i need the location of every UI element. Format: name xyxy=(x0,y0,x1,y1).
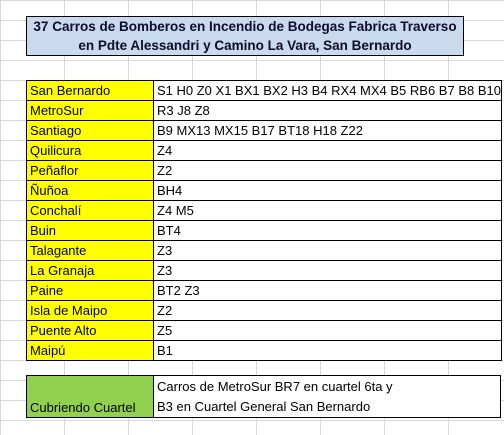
table-row: La Granaja Z3 xyxy=(26,260,502,281)
table-row: Cubriendo Cuartel Carros de MetroSur BR7… xyxy=(26,375,501,418)
table-row: Buin BT4 xyxy=(26,220,502,241)
commune-cell[interactable]: Talagante xyxy=(26,240,154,261)
coverage-text-cell[interactable]: Carros de MetroSur BR7 en cuartel 6ta y … xyxy=(153,375,501,418)
units-cell[interactable]: B1 xyxy=(153,340,502,361)
units-cell[interactable]: Z3 xyxy=(153,260,502,281)
coverage-text-line-2: B3 en Cuartel General San Bernardo xyxy=(157,398,371,414)
units-table: San Bernardo S1 H0 Z0 X1 BX1 BX2 H3 B4 R… xyxy=(26,80,502,361)
units-cell[interactable]: Z4 M5 xyxy=(153,200,502,221)
units-cell[interactable]: Z3 xyxy=(153,240,502,261)
table-row: Ñuñoa BH4 xyxy=(26,180,502,201)
commune-cell[interactable]: Puente Alto xyxy=(26,320,154,341)
table-row: Conchalí Z4 M5 xyxy=(26,200,502,221)
commune-cell[interactable]: Conchalí xyxy=(26,200,154,221)
units-cell[interactable]: R3 J8 Z8 xyxy=(153,100,502,121)
commune-cell[interactable]: La Granaja xyxy=(26,260,154,281)
units-cell[interactable]: Z4 xyxy=(153,140,502,161)
units-cell[interactable]: BT4 xyxy=(153,220,502,241)
commune-cell[interactable]: Isla de Maipo xyxy=(26,300,154,321)
units-cell[interactable]: Z5 xyxy=(153,320,502,341)
title-cell[interactable]: 37 Carros de Bomberos en Incendio de Bod… xyxy=(26,16,464,56)
table-row: Quilicura Z4 xyxy=(26,140,502,161)
commune-cell[interactable]: MetroSur xyxy=(26,100,154,121)
table-row: Maipú B1 xyxy=(26,340,502,361)
units-cell[interactable]: Z2 xyxy=(153,160,502,181)
units-cell[interactable]: BT2 Z3 xyxy=(153,280,502,301)
title-line-1: 37 Carros de Bomberos en Incendio de Bod… xyxy=(33,19,457,34)
table-row: Isla de Maipo Z2 xyxy=(26,300,502,321)
commune-cell[interactable]: San Bernardo xyxy=(26,80,154,101)
table-row: Peñaflor Z2 xyxy=(26,160,502,181)
commune-cell[interactable]: Quilicura xyxy=(26,140,154,161)
units-cell[interactable]: Z2 xyxy=(153,300,502,321)
coverage-text-line-1: Carros de MetroSur BR7 en cuartel 6ta y xyxy=(157,378,393,394)
table-row: Puente Alto Z5 xyxy=(26,320,502,341)
commune-cell[interactable]: Maipú xyxy=(26,340,154,361)
table-row: Santiago B9 MX13 MX15 B17 BT18 H18 Z22 xyxy=(26,120,502,141)
coverage-label-cell[interactable]: Cubriendo Cuartel xyxy=(26,375,154,418)
table-row: San Bernardo S1 H0 Z0 X1 BX1 BX2 H3 B4 R… xyxy=(26,80,502,101)
table-row: Paine BT2 Z3 xyxy=(26,280,502,301)
units-cell[interactable]: B9 MX13 MX15 B17 BT18 H18 Z22 xyxy=(153,120,502,141)
commune-cell[interactable]: Ñuñoa xyxy=(26,180,154,201)
commune-cell[interactable]: Santiago xyxy=(26,120,154,141)
table-row: MetroSur R3 J8 Z8 xyxy=(26,100,502,121)
commune-cell[interactable]: Peñaflor xyxy=(26,160,154,181)
coverage-table: Cubriendo Cuartel Carros de MetroSur BR7… xyxy=(26,375,501,418)
table-row: Talagante Z3 xyxy=(26,240,502,261)
title-line-2: en Pdte Alessandri y Camino La Vara, San… xyxy=(78,38,412,53)
commune-cell[interactable]: Paine xyxy=(26,280,154,301)
units-cell[interactable]: S1 H0 Z0 X1 BX1 BX2 H3 B4 RX4 MX4 B5 RB6… xyxy=(153,80,502,101)
commune-cell[interactable]: Buin xyxy=(26,220,154,241)
units-cell[interactable]: BH4 xyxy=(153,180,502,201)
